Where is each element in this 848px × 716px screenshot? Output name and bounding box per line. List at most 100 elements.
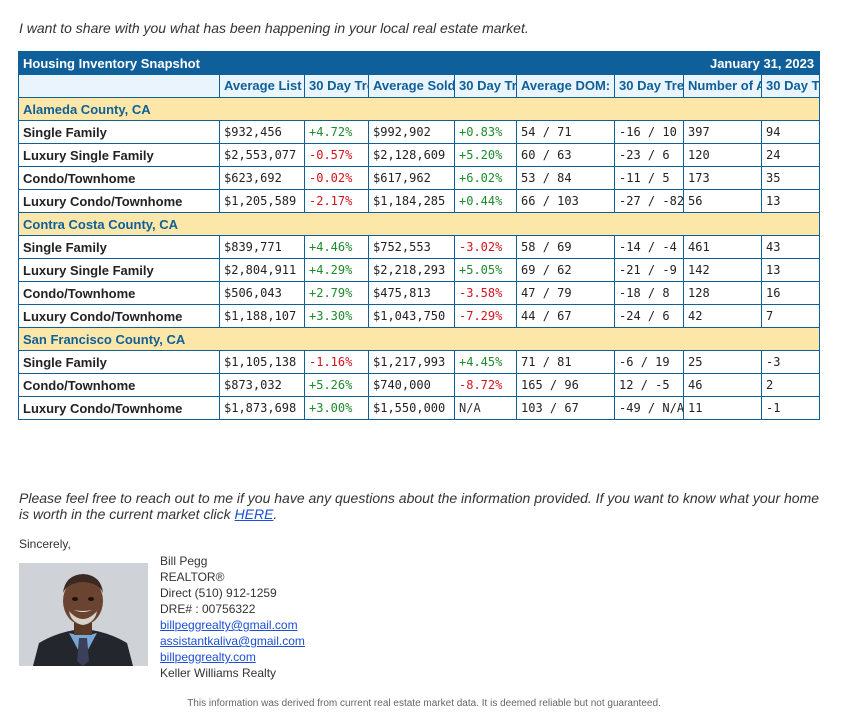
table-date: January 31, 2023 <box>516 51 821 75</box>
header-avg-sold-price: Average Sold Price <box>368 74 455 98</box>
agent-company: Keller Williams Realty <box>160 666 277 680</box>
agent-title: REALTOR® <box>160 570 225 584</box>
county-header-row: Alameda County, CA <box>17 97 821 121</box>
website-link[interactable]: billpeggrealty.com <box>160 650 256 664</box>
table-row: Luxury Single Family $2,804,911 +4.29% $2,2… <box>18 258 821 282</box>
here-link[interactable]: HERE <box>234 506 274 522</box>
cell-active-trend: 2 <box>761 373 821 397</box>
cell-list-trend: +3.30% <box>304 304 369 328</box>
closing-paragraph-text: Please feel free to reach out to me if y… <box>19 490 820 522</box>
cell-avg-sold-price: $752,553 <box>368 235 455 259</box>
cell-active-trend: 43 <box>761 235 821 259</box>
cell-avg-list-price: $932,456 <box>219 120 305 144</box>
table-row: Condo/Townhome $623,692 -0.02% $617,962 +6.0… <box>18 166 821 190</box>
cell-property-type: Condo/Townhome <box>18 373 220 397</box>
cell-avg-dom: 165 / 96 <box>516 373 616 397</box>
cell-active-trend: 7 <box>761 304 821 328</box>
cell-active-trend: 13 <box>761 258 821 282</box>
cell-sold-trend: -7.29% <box>453 304 518 328</box>
table-header-row: Average List Price 30 Day Trend Average … <box>18 74 821 98</box>
cell-dom-trend: -24 / 6 <box>614 304 685 328</box>
cell-sold-trend: +5.20% <box>453 143 518 167</box>
cell-dom-trend: -18 / 8 <box>614 281 685 305</box>
cell-property-type: Luxury Condo/Townhome <box>18 189 220 213</box>
agent-dre: DRE# : 00756322 <box>160 602 256 616</box>
cell-list-trend: +4.46% <box>304 235 369 259</box>
agent-photo <box>19 563 148 666</box>
cell-avg-dom: 103 / 67 <box>516 396 616 420</box>
agent-portrait-image <box>19 563 148 666</box>
email-link-primary[interactable]: billpeggrealty@gmail.com <box>160 618 298 632</box>
cell-active-listings: 461 <box>683 235 763 259</box>
cell-avg-list-price: $506,043 <box>219 281 305 305</box>
county-header-row: San Francisco County, CA <box>17 327 821 351</box>
cell-avg-sold-price: $992,902 <box>368 120 455 144</box>
cell-property-type: Luxury Single Family <box>18 258 220 282</box>
cell-avg-sold-price: $617,962 <box>368 166 455 190</box>
county-name: Contra Costa County, CA <box>17 212 821 236</box>
cell-avg-list-price: $839,771 <box>219 235 305 259</box>
table-row: Condo/Townhome $506,043 +2.79% $475,813 -3.5… <box>18 281 821 305</box>
cell-avg-list-price: $2,553,077 <box>219 143 305 167</box>
cell-avg-dom: 66 / 103 <box>516 189 616 213</box>
cell-active-trend: 16 <box>761 281 821 305</box>
cell-property-type: Single Family <box>18 350 220 374</box>
cell-dom-trend: -14 / -4 <box>614 235 685 259</box>
cell-avg-dom: 71 / 81 <box>516 350 616 374</box>
agent-phone: Direct (510) 912-1259 <box>160 586 277 600</box>
email-link-assistant[interactable]: assistantkaliva@gmail.com <box>160 634 305 648</box>
cell-avg-dom: 44 / 67 <box>516 304 616 328</box>
cell-avg-list-price: $1,873,698 <box>219 396 305 420</box>
intro-text: I want to share with you what has been h… <box>19 20 529 36</box>
sincerely-text: Sincerely, <box>19 537 71 551</box>
cell-list-trend: -2.17% <box>304 189 369 213</box>
cell-list-trend: +3.00% <box>304 396 369 420</box>
cell-list-trend: -0.02% <box>304 166 369 190</box>
cell-avg-sold-price: $1,550,000 <box>368 396 455 420</box>
cell-dom-trend: -21 / -9 <box>614 258 685 282</box>
cell-list-trend: +4.72% <box>304 120 369 144</box>
table-row: Single Family $839,771 +4.46% $752,553 -3.02… <box>18 235 821 259</box>
cell-dom-trend: 12 / -5 <box>614 373 685 397</box>
cell-active-trend: 94 <box>761 120 821 144</box>
cell-sold-trend: +4.45% <box>453 350 518 374</box>
cell-dom-trend: -49 / N/A <box>614 396 685 420</box>
cell-avg-sold-price: $2,128,609 <box>368 143 455 167</box>
cell-list-trend: +2.79% <box>304 281 369 305</box>
cell-active-listings: 120 <box>683 143 763 167</box>
table-row: Luxury Condo/Townhome $1,188,107 +3.30% $1,… <box>18 304 821 328</box>
cell-avg-dom: 60 / 63 <box>516 143 616 167</box>
cell-sold-trend: +0.83% <box>453 120 518 144</box>
header-avg-list-price: Average List Price <box>219 74 305 98</box>
cell-property-type: Single Family <box>18 235 220 259</box>
cell-dom-trend: -16 / 10 <box>614 120 685 144</box>
cell-property-type: Luxury Single Family <box>18 143 220 167</box>
cell-sold-trend: -3.02% <box>453 235 518 259</box>
cell-active-listings: 25 <box>683 350 763 374</box>
table-row: Condo/Townhome $873,032 +5.26% $740,000 -8.7… <box>18 373 821 397</box>
header-active-trend: 30 Day Trend <box>761 74 821 98</box>
inventory-table: Housing Inventory Snapshot January 31, 2… <box>17 51 821 420</box>
cell-property-type: Condo/Townhome <box>18 281 220 305</box>
cell-active-listings: 11 <box>683 396 763 420</box>
county-name: Alameda County, CA <box>17 97 821 121</box>
cell-sold-trend: -3.58% <box>453 281 518 305</box>
cell-active-trend: 35 <box>761 166 821 190</box>
header-sold-trend: 30 Day Trend <box>453 74 518 98</box>
table-row: Luxury Condo/Townhome $1,205,589 -2.17% $1,… <box>18 189 821 213</box>
cell-avg-list-price: $2,804,911 <box>219 258 305 282</box>
cell-avg-sold-price: $1,217,993 <box>368 350 455 374</box>
cell-avg-list-price: $1,105,138 <box>219 350 305 374</box>
table-row: Luxury Condo/Townhome $1,873,698 +3.00% $1,… <box>18 396 821 420</box>
county-header-row: Contra Costa County, CA <box>17 212 821 236</box>
header-active-listings: Number of Active Listings <box>683 74 763 98</box>
cell-dom-trend: -6 / 19 <box>614 350 685 374</box>
table-title: Housing Inventory Snapshot <box>17 51 518 75</box>
cell-property-type: Luxury Condo/Townhome <box>18 396 220 420</box>
cell-active-trend: 24 <box>761 143 821 167</box>
table-title-row: Housing Inventory Snapshot January 31, 2… <box>17 51 821 75</box>
agent-name: Bill Pegg <box>160 554 208 568</box>
cell-active-trend: 13 <box>761 189 821 213</box>
table-row: Single Family $932,456 +4.72% $992,902 +0.83… <box>18 120 821 144</box>
closing-paragraph: Please feel free to reach out to me if y… <box>19 490 831 522</box>
